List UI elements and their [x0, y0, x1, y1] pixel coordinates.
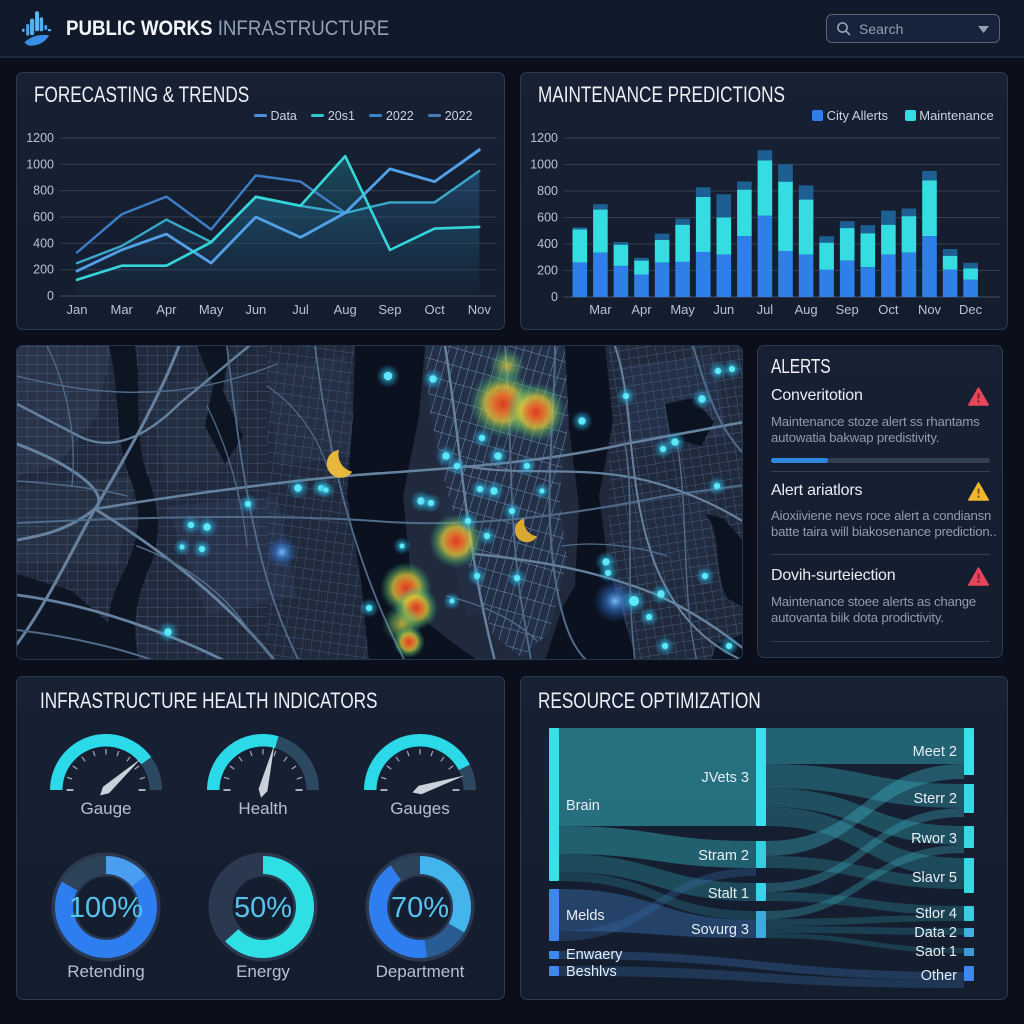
svg-text:Mar: Mar — [589, 302, 612, 317]
svg-text:Sep: Sep — [378, 302, 401, 317]
svg-text:400: 400 — [33, 236, 54, 250]
svg-text:Jan: Jan — [67, 302, 88, 317]
svg-text:Mar: Mar — [111, 302, 134, 317]
svg-text:1200: 1200 — [26, 131, 54, 145]
svg-text:Stalt 1: Stalt 1 — [708, 886, 749, 902]
svg-text:200: 200 — [33, 263, 54, 277]
svg-text:JVets 3: JVets 3 — [701, 770, 749, 786]
svg-text:0: 0 — [47, 289, 54, 303]
svg-text:Jun: Jun — [245, 302, 266, 317]
svg-text:Stlor 4: Stlor 4 — [915, 906, 957, 922]
svg-text:Gauges: Gauges — [390, 799, 450, 818]
svg-text:May: May — [199, 302, 224, 317]
svg-text:1000: 1000 — [26, 157, 54, 171]
svg-text:Department: Department — [376, 962, 465, 981]
svg-text:1000: 1000 — [530, 158, 558, 172]
svg-text:Jul: Jul — [292, 302, 309, 317]
svg-text:100%: 100% — [69, 892, 143, 924]
svg-text:200: 200 — [537, 264, 558, 278]
svg-text:Dec: Dec — [959, 302, 983, 317]
svg-text:Sep: Sep — [836, 302, 859, 317]
svg-text:Health: Health — [238, 799, 287, 818]
svg-text:Gauge: Gauge — [80, 799, 131, 818]
svg-text:Jun: Jun — [713, 302, 734, 317]
svg-text:Jul: Jul — [757, 302, 774, 317]
svg-text:600: 600 — [537, 211, 558, 225]
svg-text:Other: Other — [921, 968, 957, 984]
svg-text:Oct: Oct — [878, 302, 899, 317]
svg-text:Aug: Aug — [334, 302, 357, 317]
svg-text:May: May — [670, 302, 695, 317]
svg-text:Slavr 5: Slavr 5 — [912, 870, 957, 886]
svg-text:Apr: Apr — [631, 302, 652, 317]
svg-text:Aug: Aug — [795, 302, 818, 317]
svg-text:Stram 2: Stram 2 — [698, 848, 749, 864]
svg-text:Sovurg 3: Sovurg 3 — [691, 922, 749, 938]
svg-text:Nov: Nov — [468, 302, 492, 317]
svg-text:Data 2: Data 2 — [914, 925, 957, 941]
svg-text:400: 400 — [537, 237, 558, 251]
svg-text:800: 800 — [33, 184, 54, 198]
svg-text:600: 600 — [33, 210, 54, 224]
svg-text:70%: 70% — [391, 892, 449, 924]
svg-text:Rwor 3: Rwor 3 — [911, 831, 957, 847]
svg-text:Enwaery: Enwaery — [566, 947, 623, 963]
svg-text:0: 0 — [551, 290, 558, 304]
svg-text:Apr: Apr — [156, 302, 177, 317]
svg-text:50%: 50% — [234, 892, 292, 924]
svg-text:Brain: Brain — [566, 798, 600, 814]
svg-text:Beshlvs: Beshlvs — [566, 964, 617, 980]
svg-text:Meet 2: Meet 2 — [913, 744, 957, 760]
svg-text:800: 800 — [537, 184, 558, 198]
svg-text:Energy: Energy — [236, 962, 290, 981]
svg-text:Saot 1: Saot 1 — [915, 944, 957, 960]
svg-text:Oct: Oct — [424, 302, 445, 317]
svg-text:1200: 1200 — [530, 131, 558, 145]
svg-text:Nov: Nov — [918, 302, 942, 317]
svg-text:Melds: Melds — [566, 908, 605, 924]
svg-text:Sterr 2: Sterr 2 — [913, 791, 957, 807]
svg-text:Retending: Retending — [67, 962, 145, 981]
